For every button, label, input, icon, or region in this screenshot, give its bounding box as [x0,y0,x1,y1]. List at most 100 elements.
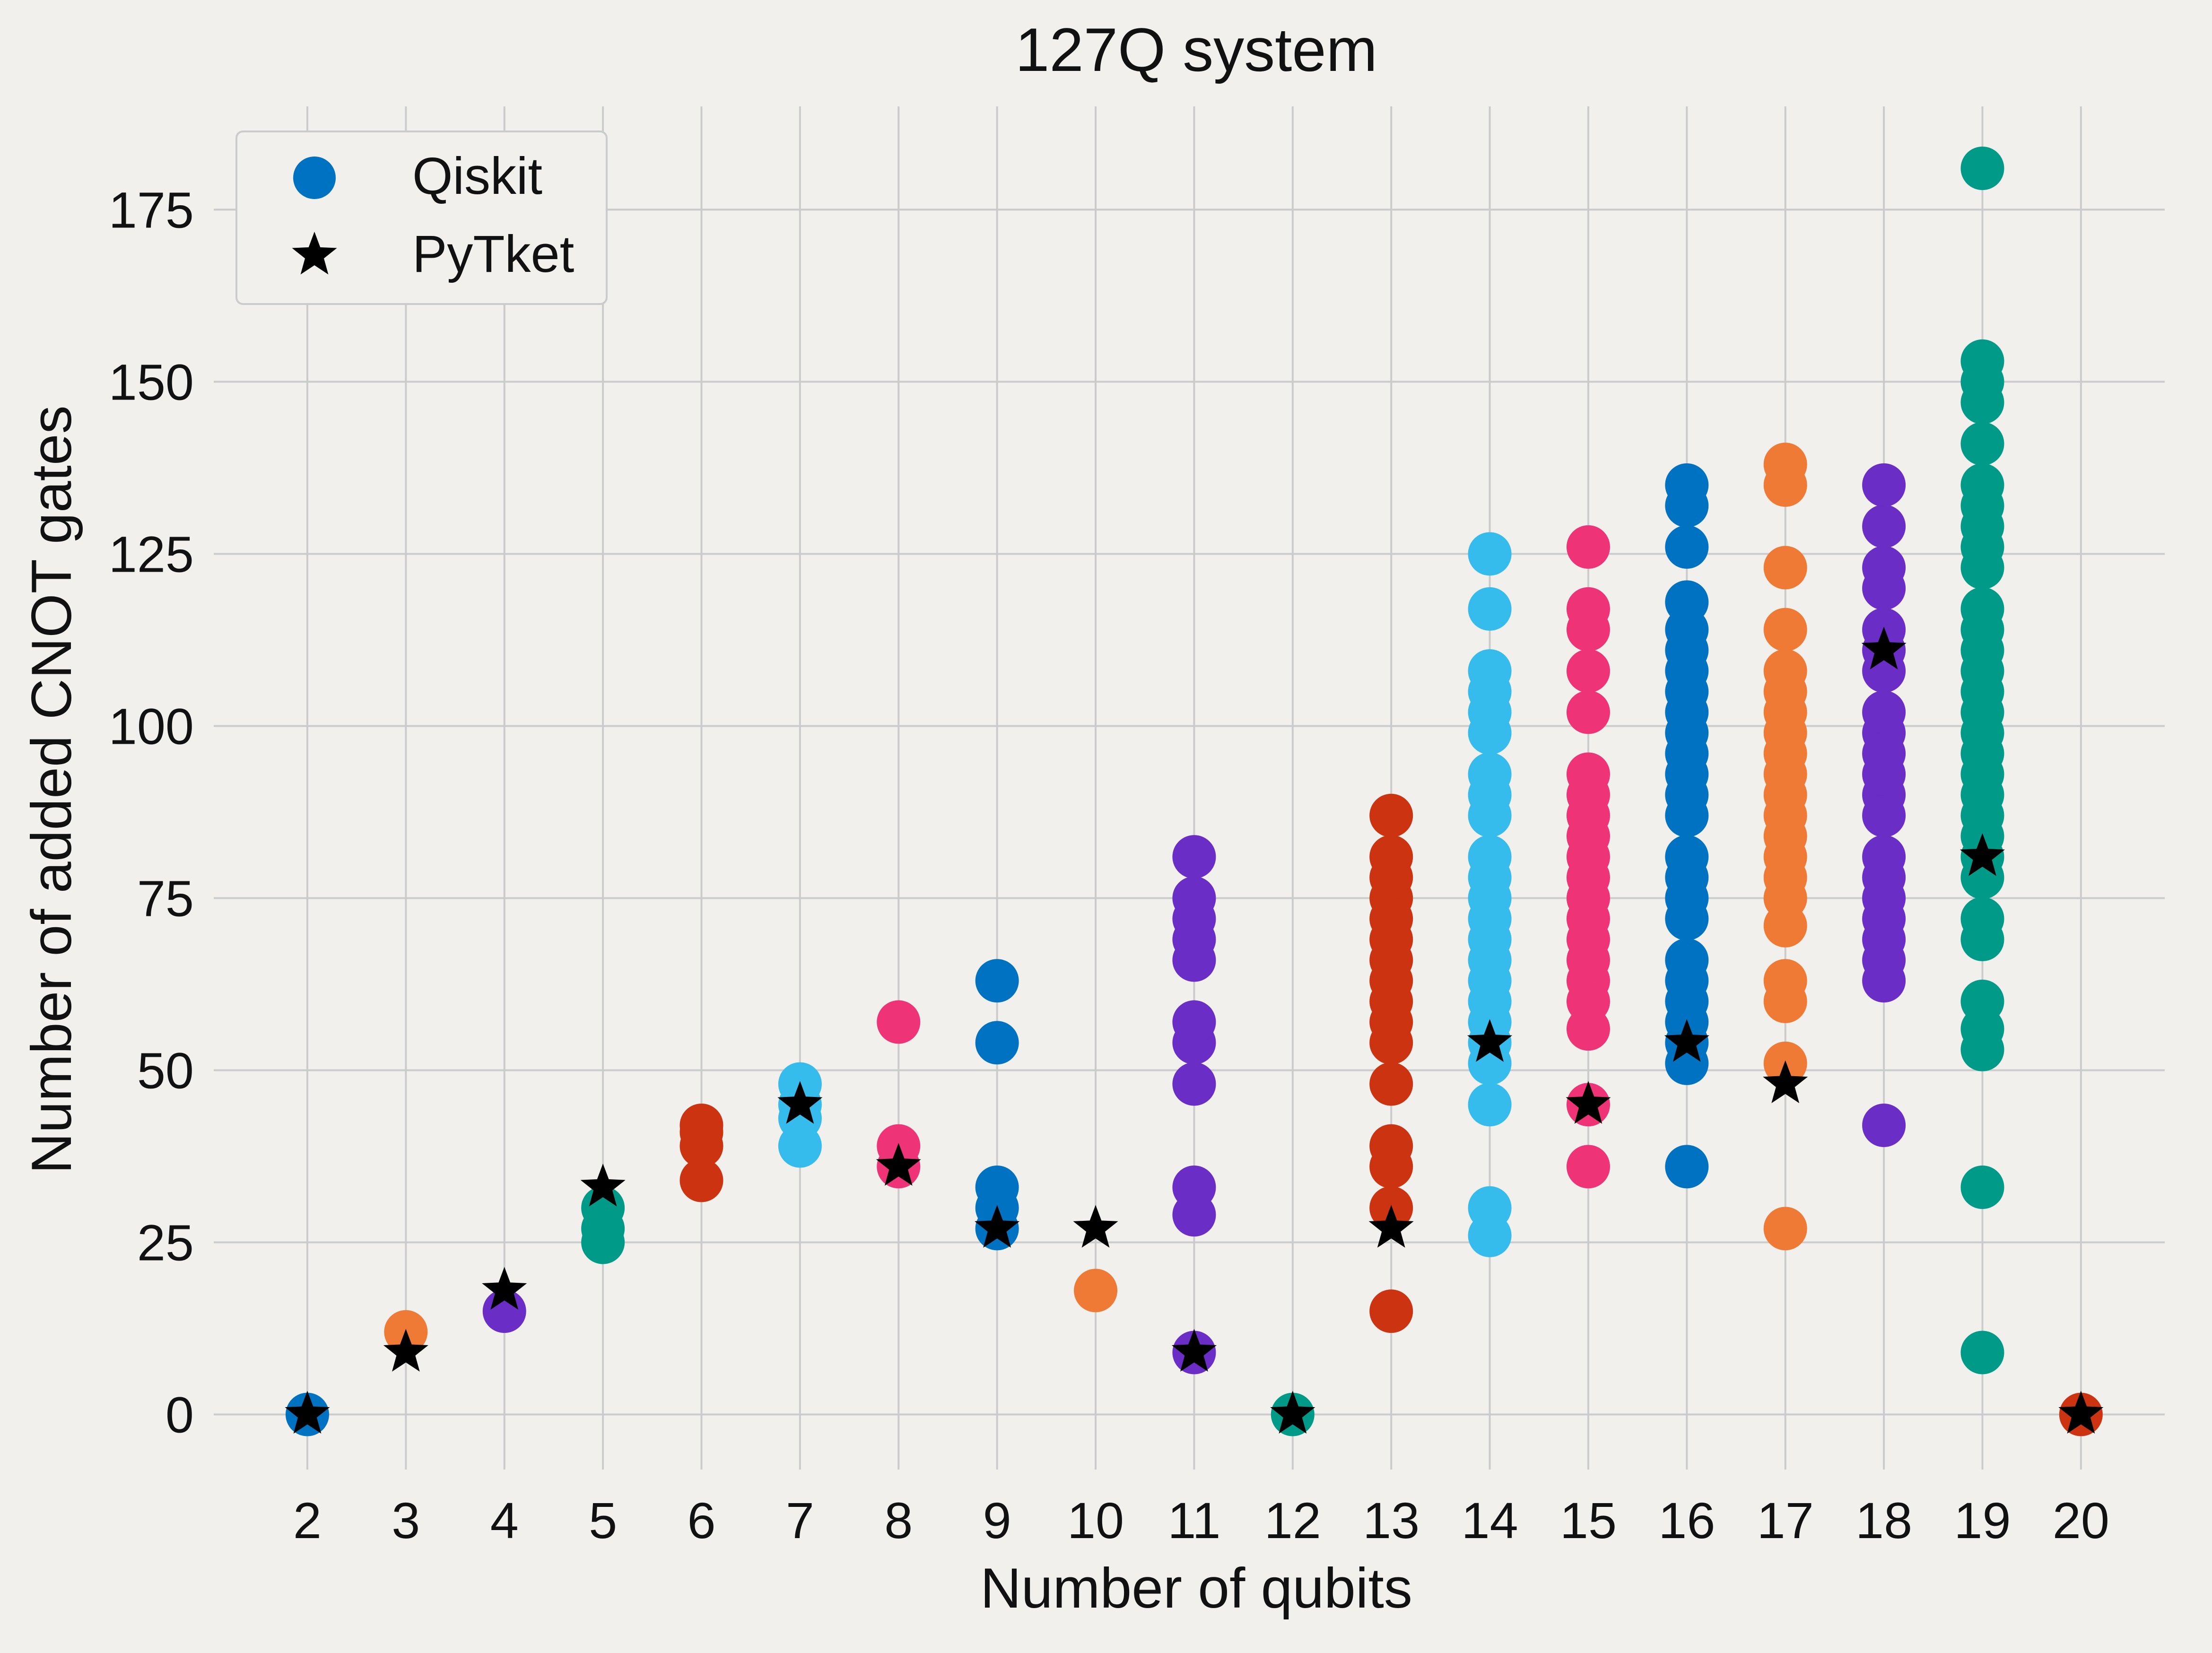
qiskit-point [1468,1083,1512,1127]
pytket-point [1171,1329,1217,1372]
x-tick-label: 11 [1167,1492,1220,1549]
pytket-point [482,1267,527,1310]
x-tick-label: 9 [983,1492,1011,1549]
pytket-point [1664,1019,1709,1062]
qiskit-point [1665,463,1709,507]
qiskit-point [1763,649,1807,693]
pytket-point [1467,1019,1513,1062]
x-tick-label: 2 [293,1492,322,1549]
qiskit-point [1369,835,1413,879]
pytket-points [285,626,2104,1434]
qiskit-point [679,1158,723,1202]
qiskit-point [1566,587,1610,631]
x-tick-label: 14 [1462,1492,1518,1549]
qiskit-point [1763,608,1807,652]
qiskit-point [1960,1331,2004,1375]
legend-qiskit-label: Qiskit [412,147,542,205]
y-tick-label: 100 [109,697,194,755]
y-tick-label: 50 [137,1042,194,1099]
x-tick-label: 8 [884,1492,913,1549]
qiskit-point [1862,835,1906,879]
qiskit-point [1369,1062,1413,1106]
x-tick-label: 17 [1757,1492,1814,1549]
qiskit-point [1566,690,1610,734]
qiskit-point [1172,1000,1216,1044]
qiskit-point [1172,1166,1216,1209]
pytket-point [580,1164,626,1207]
qiskit-point [1468,752,1512,796]
y-tick-labels: 0 25 50 75 100 125 150 175 [109,181,194,1443]
pytket-point [876,1143,921,1186]
pytket-point [1073,1205,1118,1248]
x-tick-label: 7 [786,1492,814,1549]
y-tick-label: 175 [109,181,194,238]
qiskit-point [1665,580,1709,624]
qiskit-point [1763,443,1807,487]
qiskit-point [1369,793,1413,837]
x-tick-labels: 2 3 4 5 6 7 8 9 10 11 12 13 14 15 16 17 18 19 20 [293,1492,2109,1549]
qiskit-point [1862,463,1906,507]
qiskit-point [1468,649,1512,693]
qiskit-point [1665,835,1709,879]
qiskit-point [1960,463,2004,507]
x-tick-label: 10 [1067,1492,1124,1549]
pytket-point [2058,1391,2104,1434]
qiskit-point [1862,505,1906,548]
qiskit-point [1074,1269,1118,1313]
pytket-point [1368,1205,1414,1248]
qiskit-point [1566,1145,1610,1189]
qiskit-point [1960,979,2004,1023]
legend-pytket-label: PyTket [412,225,574,283]
qiskit-points [285,147,2103,1436]
y-axis-label: Number of added CNOT gates [20,405,83,1174]
legend-qiskit-marker [293,157,336,199]
pytket-point [1861,626,1907,670]
qiskit-point [877,1000,921,1044]
qiskit-point [1862,546,1906,590]
qiskit-point [1369,1289,1413,1333]
qiskit-point [975,1021,1019,1065]
qiskit-point [1468,1186,1512,1230]
pytket-point [383,1329,428,1372]
x-tick-label: 12 [1264,1492,1321,1549]
pytket-point [1763,1060,1808,1104]
qiskit-point [1960,147,2004,191]
y-tick-label: 75 [137,870,194,927]
chart-title: 127Q system [1015,15,1377,84]
y-tick-label: 150 [109,353,194,410]
legend: Qiskit PyTket [235,130,608,305]
qiskit-point [1862,690,1906,734]
qiskit-point [679,1103,723,1147]
qiskit-point [1566,525,1610,569]
x-tick-label: 19 [1954,1492,2011,1549]
x-axis-label: Number of qubits [980,1557,1412,1620]
qiskit-point [1960,1166,2004,1209]
x-tick-label: 5 [589,1492,617,1549]
qiskit-point [1763,546,1807,590]
qiskit-point [1665,525,1709,569]
qiskit-point [1763,959,1807,1003]
pytket-point [1959,833,2005,876]
qiskit-point [1665,938,1709,982]
x-tick-label: 3 [392,1492,420,1549]
x-tick-label: 16 [1658,1492,1715,1549]
pytket-point [975,1205,1020,1248]
qiskit-point [1566,752,1610,796]
qiskit-point [975,1166,1019,1209]
qiskit-point [1960,897,2004,941]
legend-pytket-marker [292,232,337,275]
pytket-point [1566,1081,1611,1124]
qiskit-point [1172,835,1216,879]
qiskit-point [1960,587,2004,631]
qiskit-point [1172,1062,1216,1106]
y-tick-label: 125 [109,525,194,583]
qiskit-point [1862,1103,1906,1147]
qiskit-point [1960,339,2004,383]
qiskit-point [1763,1207,1807,1251]
x-tick-label: 6 [687,1492,715,1549]
qiskit-point [1566,649,1610,693]
qiskit-point [1468,532,1512,576]
pytket-point [285,1391,330,1434]
